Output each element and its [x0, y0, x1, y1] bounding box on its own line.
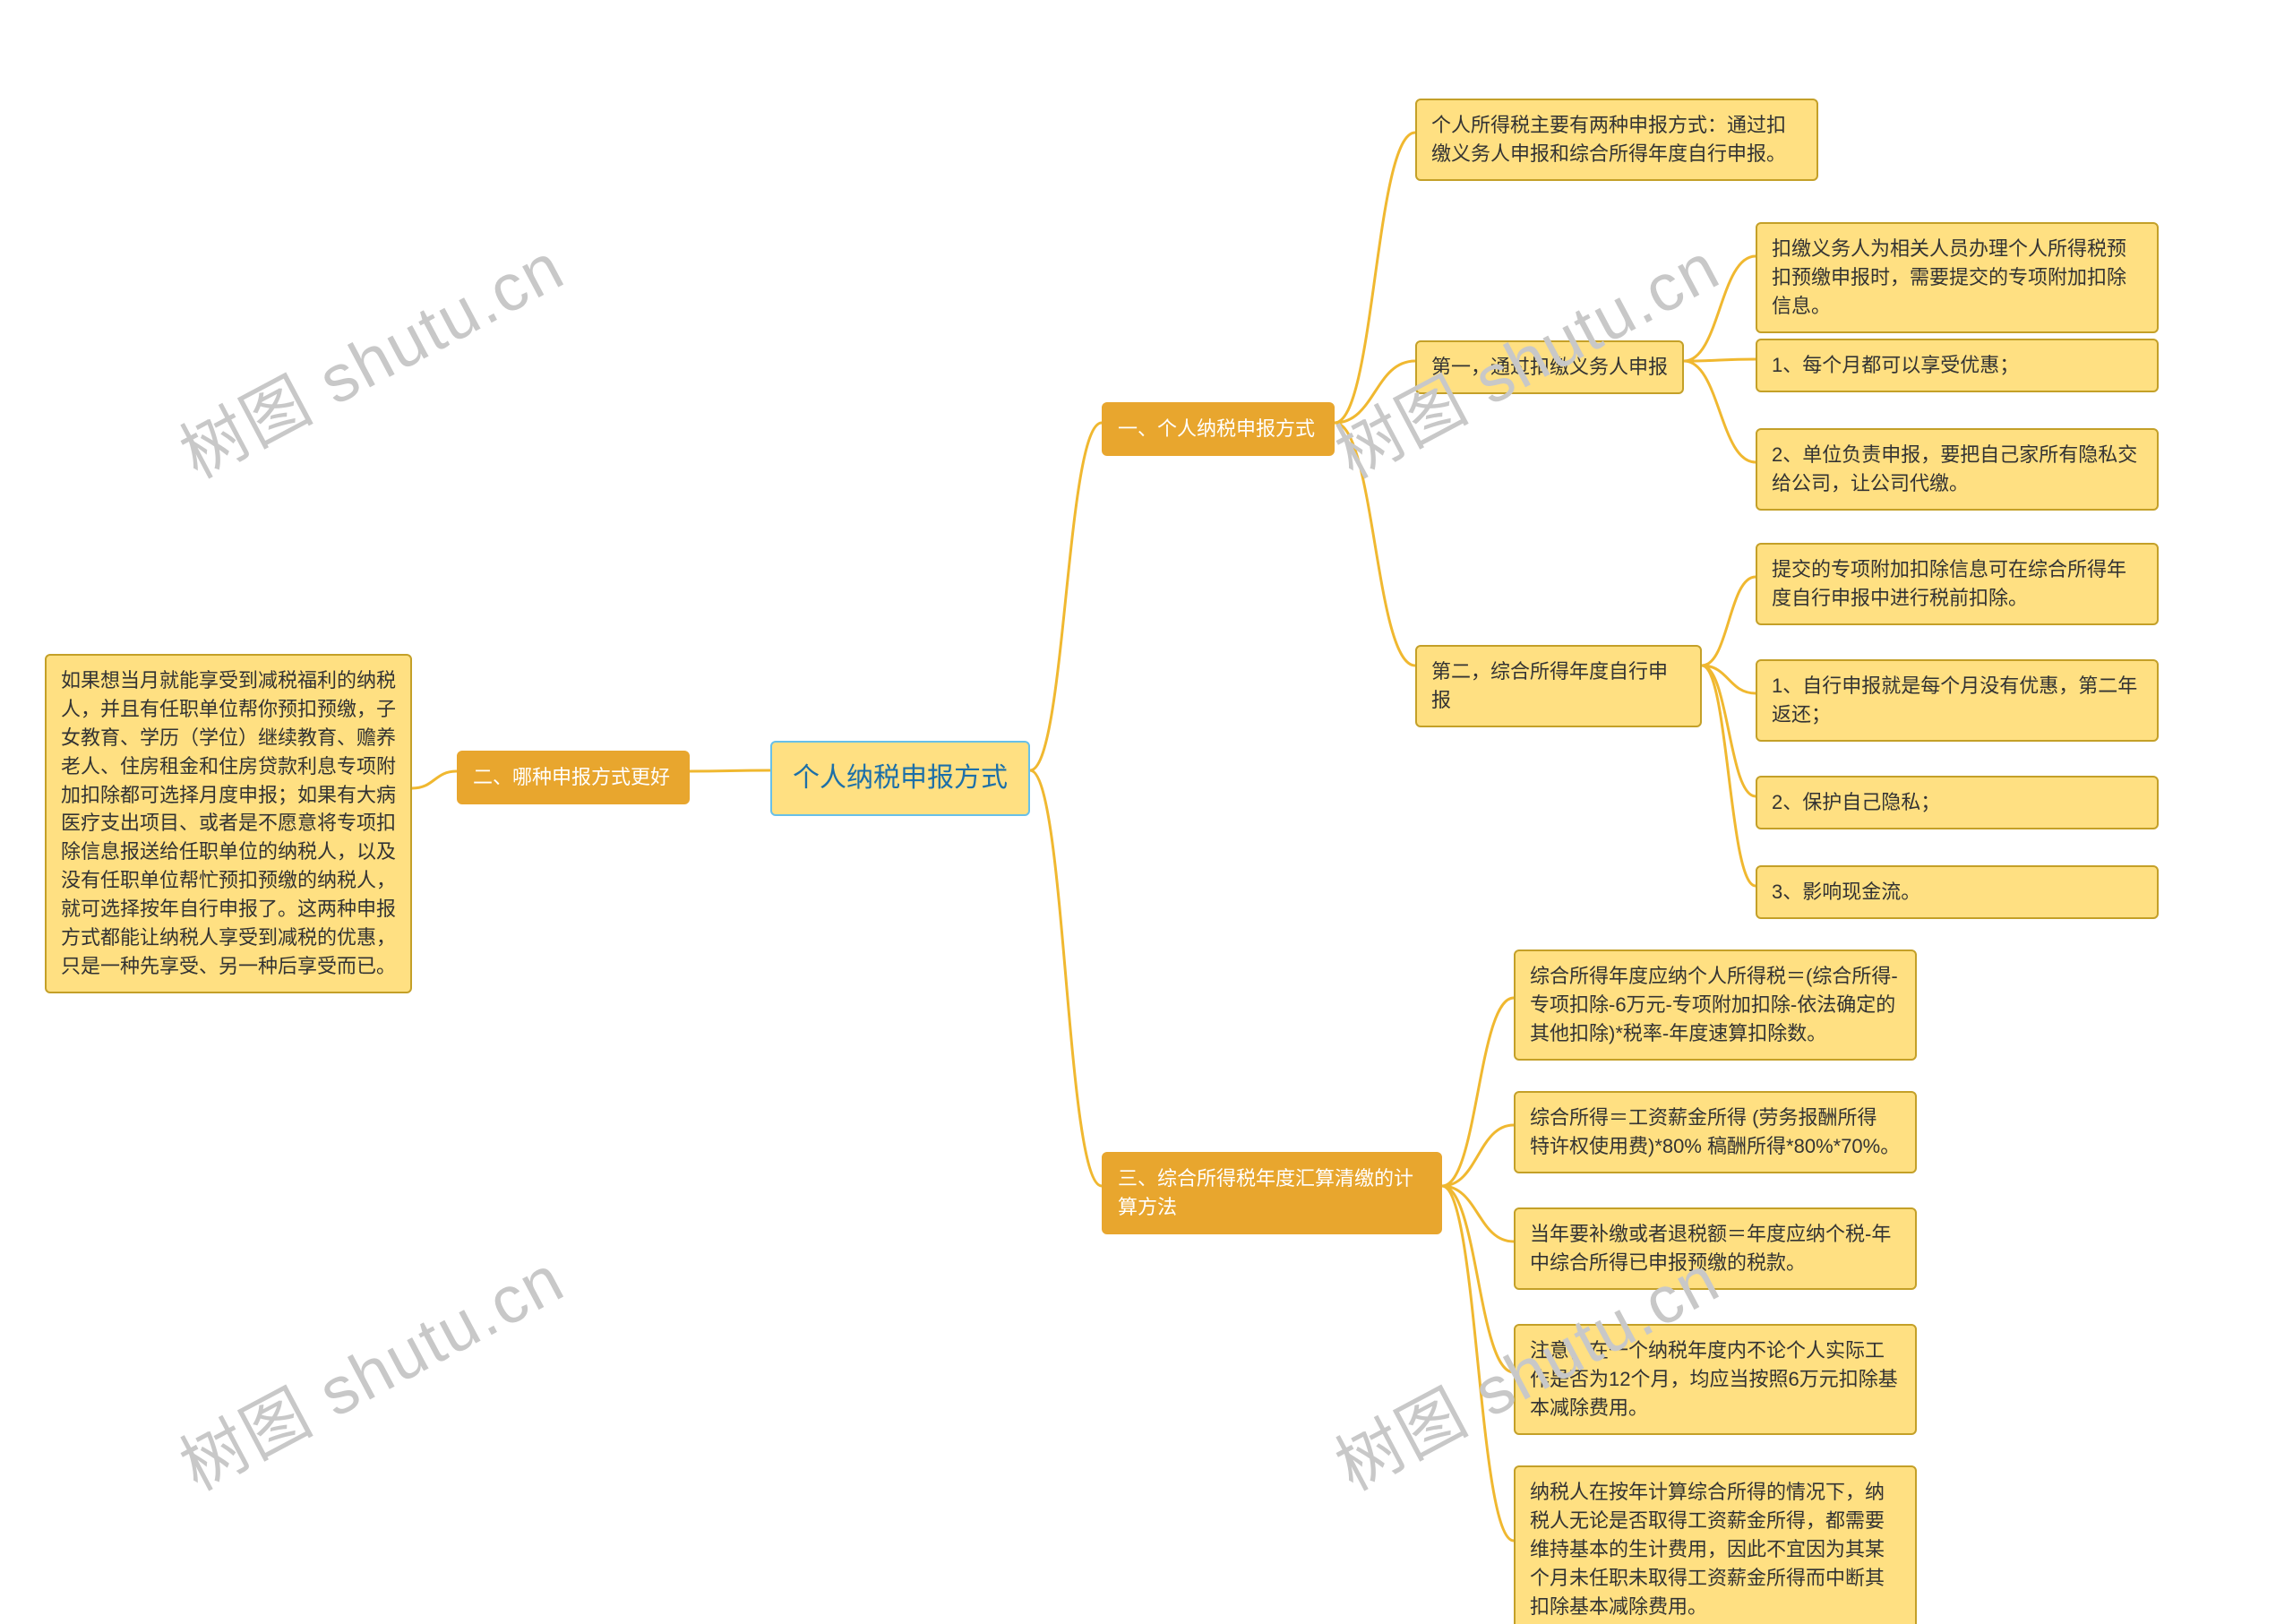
section-3-item: 综合所得年度应纳个人所得税＝(综合所得-专项扣除-6万元-专项附加扣除-依法确定…: [1514, 949, 1917, 1061]
section-1-sub-1-item: 2、单位负责申报，要把自己家所有隐私交给公司，让公司代缴。: [1756, 428, 2159, 511]
section-3-title[interactable]: 三、综合所得税年度汇算清缴的计算方法: [1102, 1152, 1442, 1234]
root-node[interactable]: 个人纳税申报方式: [770, 741, 1030, 816]
section-1-sub-2-item: 3、影响现金流。: [1756, 865, 2159, 919]
mindmap-canvas: { "colors":{ "bg":"#ffffff", "root_bg":"…: [0, 0, 2293, 1624]
watermark: 树图 shutu.cn: [161, 214, 578, 496]
section-3-item: 纳税人在按年计算综合所得的情况下，纳税人无论是否取得工资薪金所得，都需要维持基本…: [1514, 1465, 1917, 1624]
section-1-sub-1-item: 扣缴义务人为相关人员办理个人所得税预扣预缴申报时，需要提交的专项附加扣除信息。: [1756, 222, 2159, 333]
section-2-item: 如果想当月就能享受到减税福利的纳税人，并且有任职单位帮你预扣预缴，子女教育、学历…: [45, 654, 412, 993]
watermark: 树图 shutu.cn: [161, 1226, 578, 1508]
section-1-title[interactable]: 一、个人纳税申报方式: [1102, 402, 1335, 456]
section-1-sub-2-item: 1、自行申报就是每个月没有优惠，第二年返还；: [1756, 659, 2159, 742]
section-3-item: 注意，在一个纳税年度内不论个人实际工作是否为12个月，均应当按照6万元扣除基本减…: [1514, 1324, 1917, 1435]
section-1-sub-2[interactable]: 第二，综合所得年度自行申报: [1415, 645, 1702, 727]
section-2-title[interactable]: 二、哪种申报方式更好: [457, 751, 690, 804]
section-3-item: 当年要补缴或者退税额＝年度应纳个税-年中综合所得已申报预缴的税款。: [1514, 1207, 1917, 1290]
section-1-intro: 个人所得税主要有两种申报方式：通过扣缴义务人申报和综合所得年度自行申报。: [1415, 99, 1818, 181]
section-1-sub-1[interactable]: 第一，通过扣缴义务人申报: [1415, 340, 1684, 394]
section-1-sub-2-item: 提交的专项附加扣除信息可在综合所得年度自行申报中进行税前扣除。: [1756, 543, 2159, 625]
section-1-sub-2-item: 2、保护自己隐私；: [1756, 776, 2159, 829]
section-3-item: 综合所得＝工资薪金所得 (劳务报酬所得 特许权使用费)*80% 稿酬所得*80%…: [1514, 1091, 1917, 1173]
section-1-sub-1-item: 1、每个月都可以享受优惠；: [1756, 339, 2159, 392]
